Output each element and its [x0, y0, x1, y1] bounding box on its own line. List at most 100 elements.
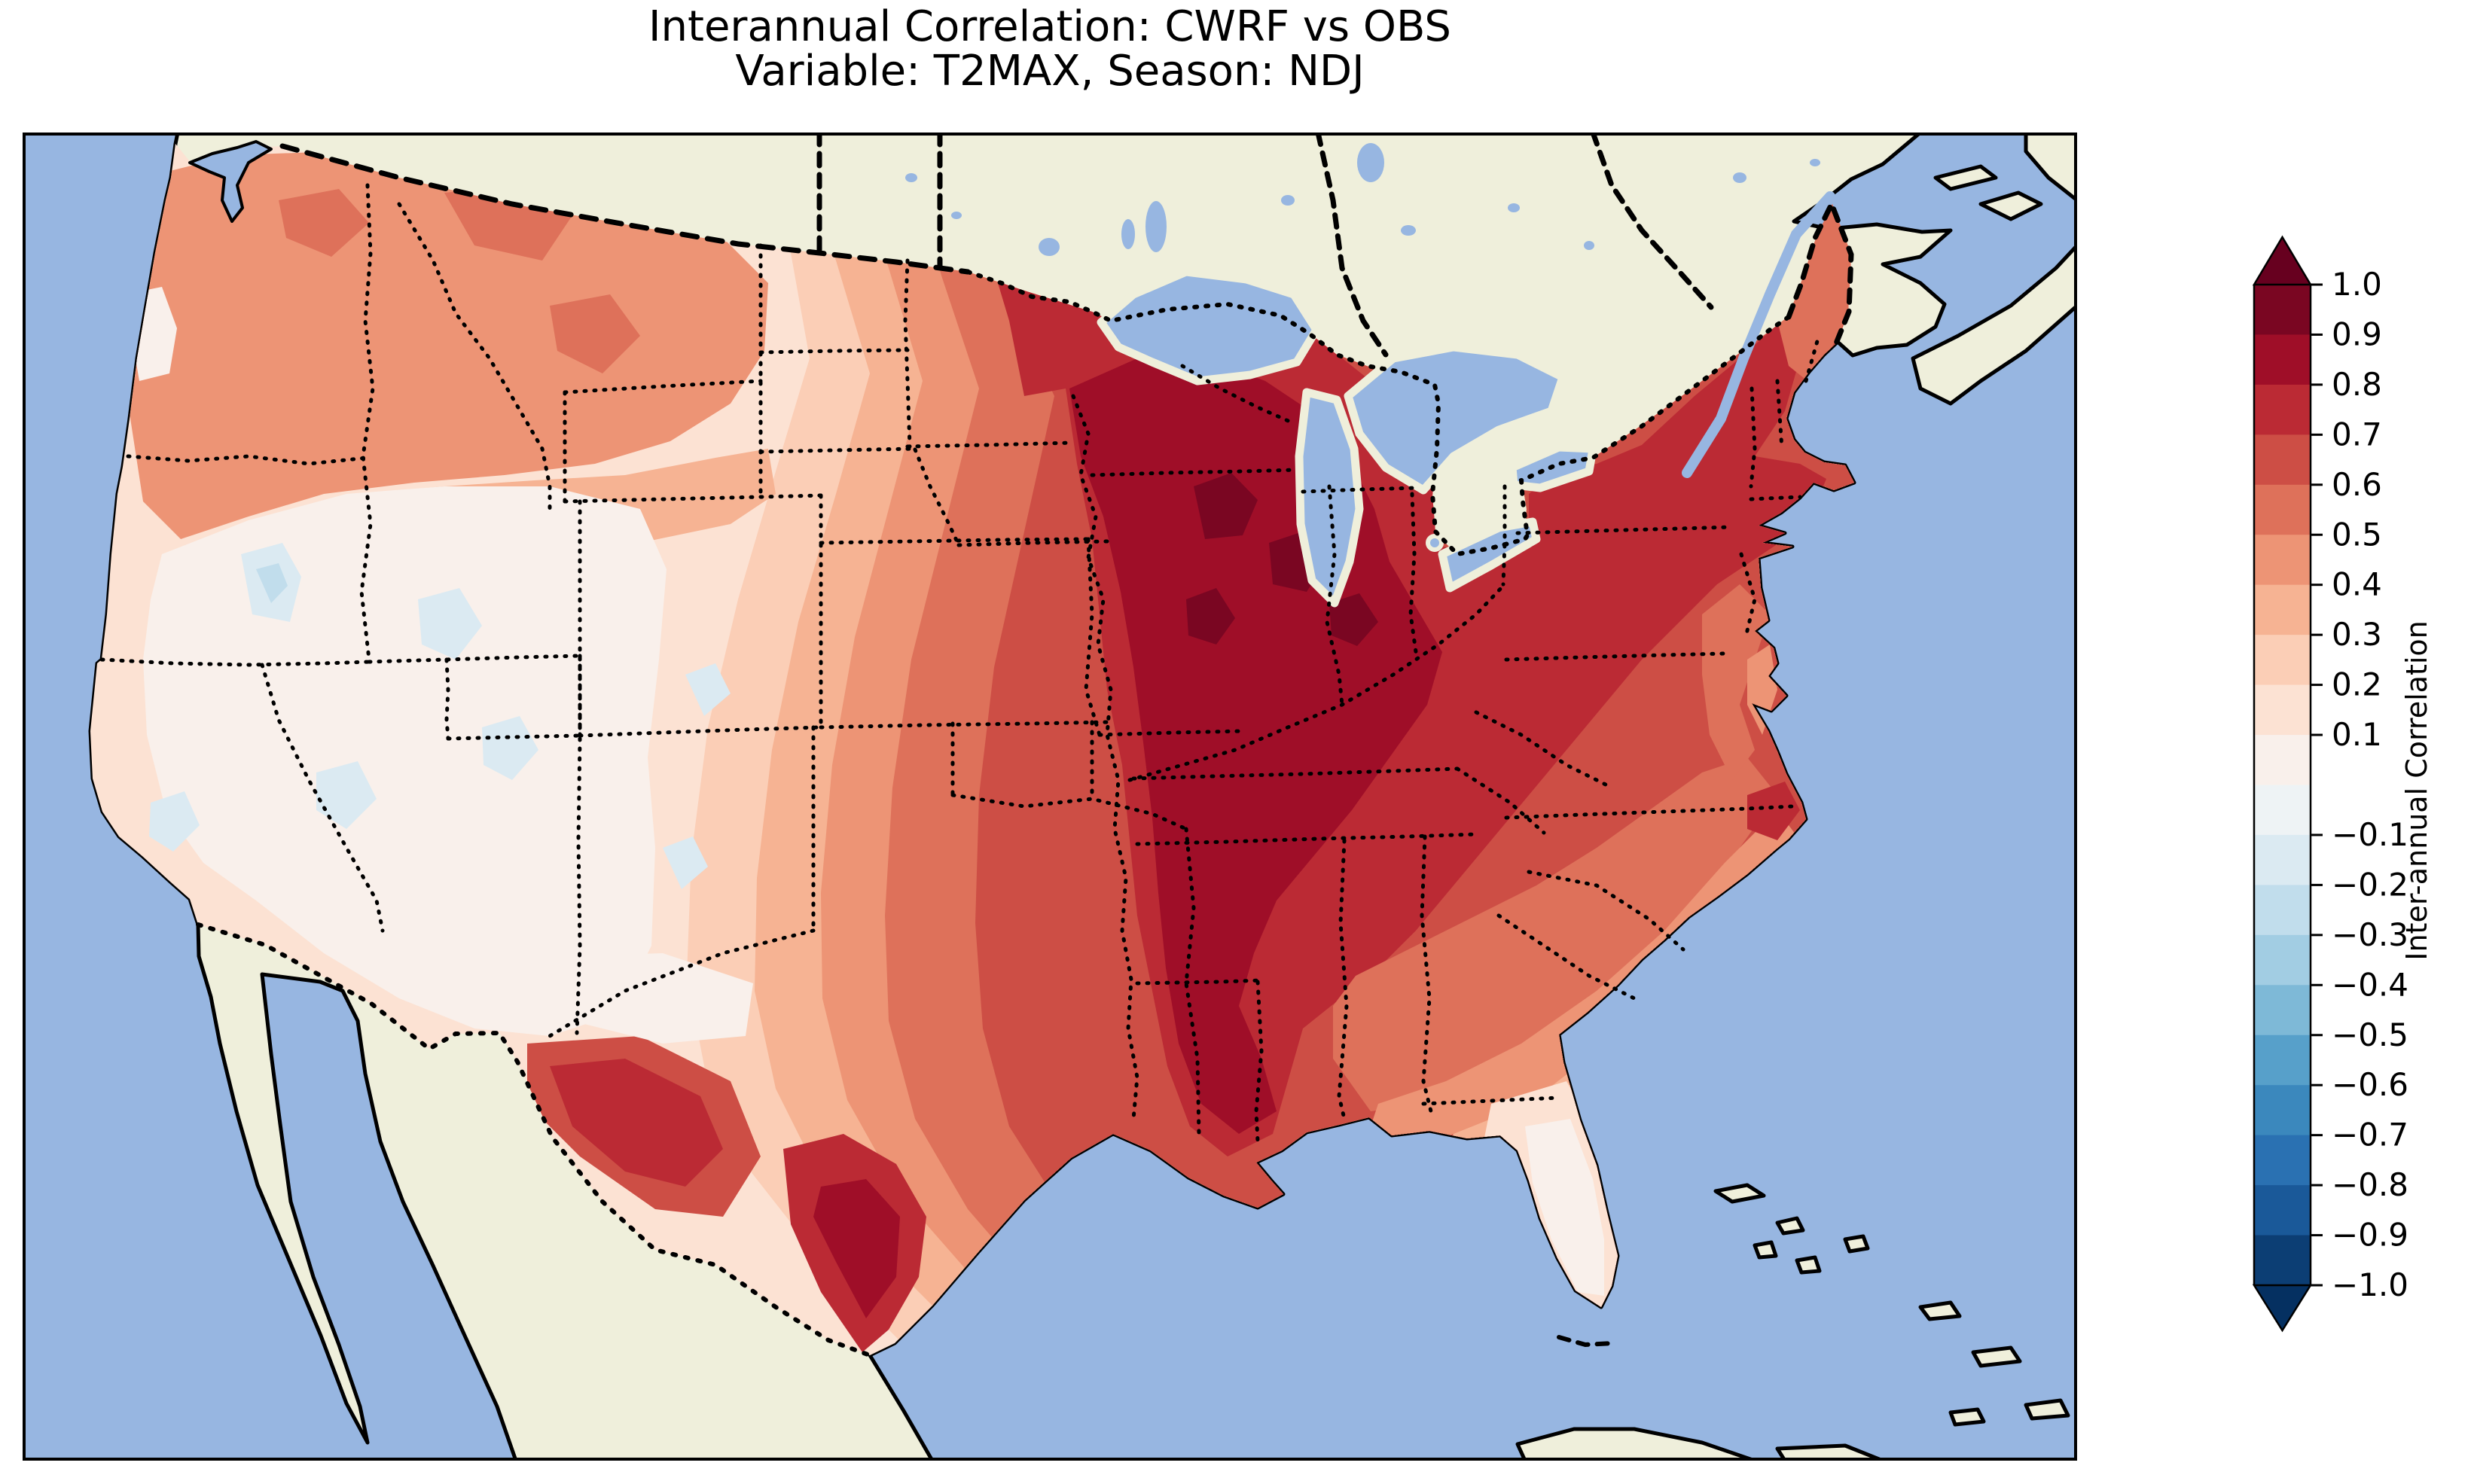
st-lawrence-river [1682, 191, 1835, 478]
bahamas-2 [1775, 1216, 1805, 1236]
province-border-qc [1590, 133, 1714, 310]
colorbar-tick-label: −0.5 [2332, 1016, 2408, 1053]
colorbar-tick-label: −0.7 [2332, 1117, 2408, 1153]
colorbar-tick-label: 0.1 [2332, 716, 2382, 753]
contour-midatlantic-0p5 [1702, 584, 1770, 780]
colorbar-segment [2254, 334, 2311, 385]
contour-spot-0p9-iowa [1194, 473, 1258, 539]
contour-florida-white [1525, 1119, 1604, 1296]
colorbar-tick-label: 0.8 [2332, 366, 2382, 403]
bahamas-5 [1843, 1234, 1870, 1254]
colorbar-segment [2254, 1235, 2311, 1286]
colorbar-tick-label: 0.4 [2332, 566, 2382, 603]
colorbar-tick-label: 0.9 [2332, 315, 2382, 352]
figure-title-block: Interannual Correlation: CWRF vs OBS Var… [23, 5, 2077, 93]
caribbean-islet-4 [1948, 1407, 1986, 1427]
colorbar-segment [2254, 434, 2311, 486]
bahamas-3 [1753, 1240, 1778, 1260]
us-canada-border [279, 143, 971, 275]
lake-winnipeg [1145, 201, 1167, 252]
colorbar-outline [2253, 285, 2312, 1285]
contour-rockies-blue-2 [663, 836, 708, 889]
contour-west-texas-0p7 [550, 1059, 723, 1187]
colorbar-tick-label: 0.5 [2332, 516, 2382, 553]
colorbar-segment [2254, 285, 2311, 336]
colorbar-segment [2254, 785, 2311, 836]
contour-wa-0p5-c [279, 189, 369, 257]
contour-south-texas-0p8 [813, 1179, 900, 1318]
caribbean-islet-2 [1971, 1345, 2022, 1368]
bahamas-4 [1795, 1255, 1822, 1275]
colorbar-ticks: 1.0 0.9 0.8 0.7 0.6 0.5 0.4 0.3 0.2 0.1 −0.1 −0.2 −0… [2311, 266, 2408, 1303]
lake-superior [1097, 267, 1321, 385]
colorbar-segment [2254, 384, 2311, 435]
contour-pnw-0p4 [128, 151, 768, 539]
lake-st-clair [1426, 534, 1444, 552]
contour-nm-white [550, 953, 753, 1044]
contour-great-basin-white [143, 486, 667, 1036]
colorbar-axis-label: Inter-annual Correlation [2400, 620, 2433, 960]
contour-basin-blue-deep [256, 563, 288, 603]
puget-sound [188, 140, 273, 223]
anticosti-island [1933, 164, 1998, 191]
lake-erie [1438, 517, 1541, 593]
us-mexico-border [196, 922, 872, 1358]
map-frame [23, 133, 2077, 1461]
colorbar-tick-label: −0.2 [2332, 866, 2408, 903]
colorbar-segment [2254, 934, 2311, 986]
colorbar-segment [2254, 885, 2311, 936]
province-border-on-qc [1315, 133, 1389, 358]
colorbar-tick-label: 0.6 [2332, 466, 2382, 503]
florida-keys [1557, 1335, 1615, 1348]
contour-pamlico-0p7 [1747, 782, 1800, 840]
colorbar-segment [2254, 834, 2311, 885]
colorbar-tick-label: −1.0 [2332, 1266, 2408, 1303]
maine-canada-border [1786, 197, 1854, 346]
us-correlation-map [23, 133, 2077, 1461]
colorbar-tick-label: 0.7 [2332, 416, 2382, 453]
state-borders [99, 183, 1821, 1144]
contour-wa-0p5-b [550, 294, 640, 373]
prince-edward-island [1978, 190, 2043, 221]
colorbar-segment [2254, 1085, 2311, 1136]
colorbar-segments [2254, 285, 2311, 1286]
us-canada-border-lakes [966, 270, 1791, 557]
lake-manitoba [1121, 219, 1135, 249]
canada-lakes [905, 143, 1820, 256]
cuba-east [1775, 1443, 1885, 1461]
colorbar-segment [2254, 635, 2311, 686]
colorbar-tick-label: −0.9 [2332, 1217, 2408, 1254]
colorbar-extend-arrow-up [2252, 235, 2313, 286]
colorbar-tick-label: −0.6 [2332, 1066, 2408, 1103]
newfoundland-corner [2024, 133, 2077, 203]
figure-title: Interannual Correlation: CWRF vs OBS [648, 2, 1451, 51]
contour-rockies-blue-1 [685, 663, 731, 716]
colorbar-tick-label: 1.0 [2332, 266, 2382, 303]
contour-spot-0p9-indiana [1329, 593, 1378, 646]
contour-maine-0p5 [1777, 204, 1853, 381]
contour-spot-0p9-missouri [1186, 588, 1235, 644]
colorbar-tick-label: 0.2 [2332, 666, 2382, 703]
cuba [1515, 1427, 1757, 1461]
caribbean-islet-3 [2024, 1398, 2070, 1421]
colorbar-segment [2254, 484, 2311, 535]
contour-se-wash-0p5 [1333, 757, 1777, 1111]
colorbar-tick-label: −0.1 [2332, 816, 2408, 853]
caribbean-islet-1 [1918, 1300, 1962, 1321]
lake-nipigon [1357, 143, 1384, 182]
figure-subtitle: Variable: T2MAX, Season: NDJ [735, 47, 1365, 96]
contour-basin-blue-4 [482, 716, 538, 780]
colorbar-segment [2254, 1135, 2311, 1186]
lake-huron [1344, 343, 1567, 495]
colorbar-segment [2254, 535, 2311, 586]
bahamas-1 [1713, 1183, 1766, 1204]
colorbar-segment [2254, 684, 2311, 736]
colorbar-tick-label: −0.3 [2332, 916, 2408, 953]
colorbar-tick-label: −0.8 [2332, 1166, 2408, 1203]
islands [1515, 133, 2077, 1461]
nova-scotia [1911, 243, 2077, 406]
colorbar-tick-label: −0.4 [2332, 966, 2408, 1003]
contour-se-wash-0p4 [1363, 810, 1800, 1149]
colorbar-extend-arrow-down [2252, 1284, 2313, 1333]
